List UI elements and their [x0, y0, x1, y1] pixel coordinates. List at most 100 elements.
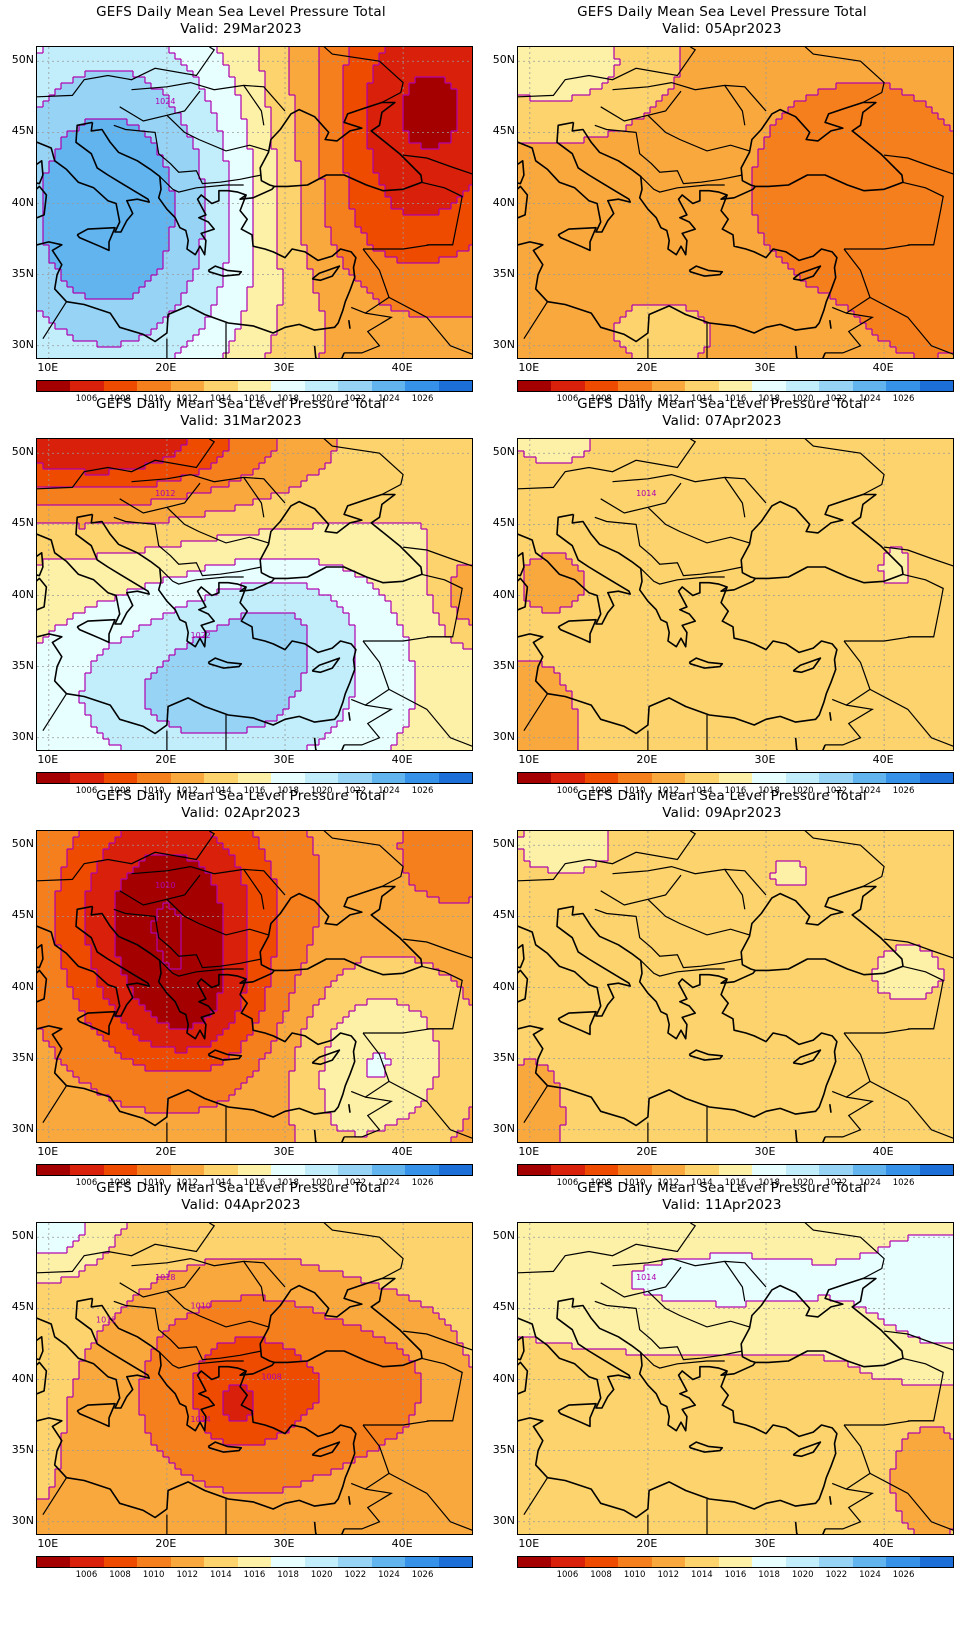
pressure-cell	[187, 155, 194, 162]
pressure-cell	[403, 215, 410, 222]
pressure-cell	[313, 281, 320, 288]
isobar-segment	[156, 269, 158, 275]
pressure-cell	[596, 53, 603, 60]
pressure-cell	[205, 83, 212, 90]
pressure-cell	[319, 47, 326, 54]
pressure-cell	[427, 197, 434, 204]
pressure-cell	[133, 155, 140, 162]
pressure-cell	[247, 161, 254, 168]
pressure-cell	[421, 257, 428, 264]
isobar-segment	[469, 184, 472, 186]
isobar-segment	[276, 179, 278, 185]
pressure-cell	[277, 173, 284, 180]
isobar-segment	[318, 89, 320, 95]
pressure-cell	[181, 125, 188, 132]
pressure-cell	[415, 113, 422, 120]
isobar-segment	[222, 59, 224, 65]
pressure-cell	[79, 227, 86, 234]
pressure-cell	[427, 167, 434, 174]
pressure-cell	[403, 59, 410, 66]
pressure-cell	[217, 245, 224, 252]
pressure-cell	[277, 233, 284, 240]
pressure-cell	[253, 263, 260, 270]
pressure-cell	[343, 95, 350, 102]
pressure-cell	[307, 335, 314, 342]
isobar-segment	[43, 244, 49, 246]
pressure-cell	[67, 107, 74, 114]
colorbar-swatch	[438, 381, 473, 391]
pressure-cell	[187, 257, 194, 264]
pressure-cell	[319, 227, 326, 234]
pressure-cell	[337, 227, 344, 234]
pressure-cell	[385, 47, 392, 54]
pressure-cell	[295, 77, 302, 84]
pressure-cell	[463, 275, 470, 282]
pressure-cell	[421, 137, 428, 144]
pressure-cell	[211, 119, 218, 126]
pressure-cell	[61, 149, 68, 156]
pressure-cell	[103, 107, 110, 114]
pressure-cell	[289, 347, 296, 354]
pressure-cell	[175, 353, 182, 358]
isobar-segment	[324, 185, 326, 191]
isobar-segment	[216, 47, 218, 53]
isobar-segment	[187, 280, 193, 282]
pressure-cell	[49, 329, 56, 336]
pressure-cell	[451, 95, 458, 102]
isobar-segment	[61, 136, 67, 138]
pressure-cell	[439, 191, 446, 198]
pressure-cell	[97, 113, 104, 120]
pressure-cell	[169, 299, 176, 306]
pressure-cell	[289, 215, 296, 222]
pressure-cell	[217, 131, 224, 138]
pressure-cell	[181, 221, 188, 228]
pressure-cell	[103, 281, 110, 288]
pressure-cell	[79, 77, 86, 84]
pressure-cell	[211, 287, 218, 294]
pressure-cell	[379, 191, 386, 198]
pressure-cell	[469, 245, 472, 252]
colorbar-label: 1022	[338, 394, 372, 404]
pressure-cell	[379, 329, 386, 336]
isobar-segment	[390, 305, 392, 311]
pressure-cell	[668, 47, 675, 54]
pressure-cell	[169, 125, 176, 132]
pressure-cell	[73, 107, 80, 114]
pressure-cell	[145, 221, 152, 228]
pressure-cell	[349, 221, 356, 228]
pressure-cell	[187, 227, 194, 234]
pressure-cell	[61, 185, 68, 192]
pressure-cell	[656, 65, 663, 72]
pressure-cell	[439, 245, 446, 252]
pressure-cell	[283, 251, 290, 258]
pressure-cell	[205, 305, 212, 312]
pressure-cell	[253, 71, 260, 78]
pressure-cell	[343, 263, 350, 270]
isobar-segment	[318, 299, 320, 305]
longitude-label: 30E	[264, 361, 304, 374]
pressure-cell	[355, 305, 362, 312]
isobar-segment	[403, 310, 409, 312]
pressure-cell	[193, 245, 200, 252]
isobar-segment	[343, 172, 349, 174]
isobar-segment	[439, 256, 445, 258]
pressure-cell	[223, 185, 230, 192]
isobar-segment	[91, 298, 97, 300]
isobar-segment	[318, 143, 320, 149]
isobar-segment	[180, 293, 182, 299]
pressure-cell	[313, 179, 320, 186]
pressure-cell	[764, 71, 771, 78]
pressure-cell	[283, 347, 290, 354]
isobar-segment	[312, 269, 314, 275]
pressure-cell	[205, 89, 212, 96]
pressure-cell	[439, 47, 446, 54]
pressure-cell	[235, 65, 242, 72]
pressure-cell	[139, 173, 146, 180]
isobar-segment	[276, 203, 278, 209]
pressure-cell	[91, 161, 98, 168]
pressure-cell	[79, 197, 86, 204]
pressure-cell	[355, 251, 362, 258]
isobar-segment	[438, 257, 440, 263]
pressure-cell	[355, 203, 362, 210]
pressure-cell	[253, 185, 260, 192]
